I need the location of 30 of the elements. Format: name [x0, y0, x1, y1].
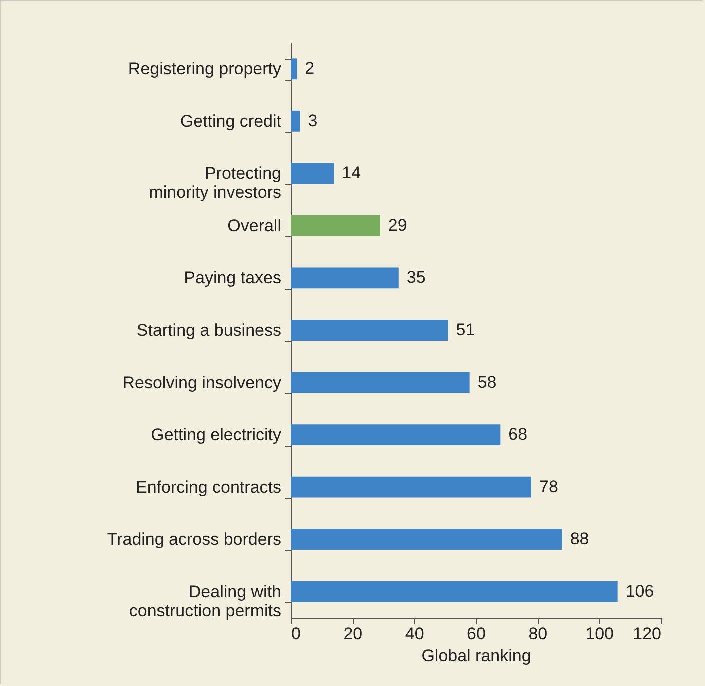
data-label: 29: [388, 216, 408, 235]
data-label: 14: [342, 164, 362, 183]
y-tick-label: Paying taxes: [184, 268, 282, 288]
y-tick-label: Enforcing contracts: [136, 478, 282, 497]
x-axis-title: Global ranking: [422, 646, 532, 666]
x-tick-label: 100: [586, 624, 614, 644]
y-tick-label: Getting credit: [180, 112, 282, 131]
data-label: 58: [478, 372, 497, 392]
y-tick-label: Trading across borders: [107, 530, 282, 550]
data-label: 68: [508, 425, 528, 444]
y-tick-label: Starting a business: [136, 321, 282, 340]
y-tick-label: Registering property: [128, 60, 282, 79]
data-label: 78: [540, 477, 558, 496]
data-label: 2: [305, 59, 315, 78]
data-label: 88: [570, 530, 590, 549]
y-tick-label: Overall: [228, 216, 282, 236]
x-tick-label: 0: [292, 624, 301, 644]
data-label: 3: [308, 111, 318, 130]
x-tick-label: 20: [344, 624, 363, 644]
x-tick-label: 60: [467, 624, 486, 644]
y-tick-label: Resolving insolvency: [122, 373, 282, 392]
y-tick-label: Protecting minority investors: [149, 164, 282, 202]
data-label: 51: [456, 320, 476, 340]
data-label: 35: [406, 268, 426, 288]
x-tick-label: 120: [633, 624, 662, 644]
y-tick-label: Dealing with construction permits: [129, 582, 282, 620]
y-tick-label: Getting electricity: [151, 426, 282, 445]
x-tick-label: 40: [405, 624, 424, 644]
data-label: 106: [626, 582, 654, 601]
x-tick-label: 80: [528, 624, 548, 644]
